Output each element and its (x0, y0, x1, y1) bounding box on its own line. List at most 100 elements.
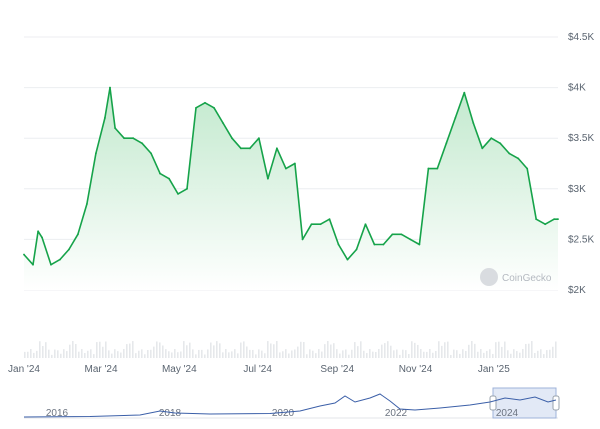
price-point (427, 167, 430, 170)
price-point (141, 142, 143, 145)
volume-bar (327, 341, 329, 358)
price-point (275, 147, 278, 150)
price-point (94, 152, 97, 155)
volume-bar (534, 352, 536, 358)
volume-bar (513, 349, 515, 358)
volume-bar (228, 352, 230, 358)
volume-bar (267, 341, 269, 358)
volume-bar (345, 349, 347, 358)
navigator-tick-label: 2016 (46, 408, 69, 419)
price-point (535, 218, 538, 221)
volume-bar (48, 349, 50, 358)
volume-bar (300, 341, 302, 358)
volume-bar (396, 349, 398, 358)
volume-bar (120, 352, 122, 358)
volume-bar (369, 349, 371, 358)
price-point (346, 258, 349, 261)
volume-bar (216, 341, 218, 358)
volume-bar (78, 351, 80, 358)
volume-bar (333, 343, 335, 358)
price-point (557, 218, 559, 221)
x-axis: Jan '24 Mar '24 May '24 Jul '24 Sep '24 Nov '… (8, 364, 510, 375)
volume-bar (117, 351, 119, 358)
volume-bar (138, 350, 140, 358)
volume-bar (45, 342, 47, 358)
volume-bar (402, 349, 404, 358)
price-point (159, 172, 161, 175)
volume-bar (42, 345, 44, 358)
price-point (328, 218, 331, 221)
price-point (213, 106, 215, 109)
volume-bar (264, 353, 266, 358)
navigator-handle-left[interactable] (489, 395, 497, 411)
volume-bar (504, 341, 506, 358)
volume-bar (51, 354, 53, 358)
volume-bar (27, 351, 29, 358)
volume-bar (324, 344, 326, 358)
price-point (301, 238, 304, 241)
volume-bar (246, 346, 248, 358)
volume-bar (249, 349, 251, 358)
price-point (409, 238, 412, 241)
volume-bar (180, 351, 182, 358)
volume-bar (360, 341, 362, 358)
volume-bar (111, 353, 113, 358)
navigator-selection[interactable] (492, 387, 557, 419)
volume-bar (72, 341, 74, 358)
volume-bar (99, 341, 101, 358)
volume-bar (198, 349, 200, 358)
range-navigator[interactable]: 2016 2018 2020 2022 2024 (23, 387, 560, 419)
volume-bar (549, 349, 551, 358)
price-point (293, 162, 296, 165)
volume-bar (348, 354, 350, 358)
volume-bar (552, 346, 554, 358)
volume-bar (183, 341, 185, 358)
price-point (132, 137, 135, 140)
volume-bar (405, 350, 407, 358)
price-point (240, 147, 242, 150)
volume-bar (546, 350, 548, 358)
navigator-tick-label: 2024 (496, 408, 519, 419)
volume-bar (408, 354, 410, 358)
price-point (508, 152, 511, 155)
volume-bar (531, 341, 533, 358)
volume-bar (456, 350, 458, 358)
price-point (249, 147, 251, 150)
volume-bar (453, 349, 455, 358)
volume-bar (234, 349, 236, 358)
volume-bar (288, 353, 290, 358)
volume-bar (459, 353, 461, 358)
price-point (454, 117, 457, 119)
price-point (37, 230, 40, 233)
price-point (32, 263, 34, 266)
volume-bar (159, 342, 161, 358)
volume-bar (192, 349, 194, 358)
x-tick-label: Sep '24 (320, 364, 354, 375)
volume-bar (204, 354, 206, 358)
price-point (114, 127, 117, 129)
navigator-tick-label: 2020 (272, 408, 295, 419)
price-point (59, 258, 61, 261)
volume-bar (210, 342, 212, 358)
watermark-text: CoinGecko (502, 273, 552, 284)
price-point (436, 167, 439, 170)
price-point (68, 248, 70, 251)
volume-bar (291, 350, 293, 358)
volume-bar (522, 349, 524, 358)
volume-bar (255, 354, 257, 358)
volume-bar (429, 349, 431, 358)
volume-bar (54, 349, 56, 358)
price-point (418, 243, 421, 246)
volume-bar (147, 350, 149, 358)
price-point (544, 223, 547, 226)
price-point (382, 243, 385, 246)
volume-bar (225, 349, 227, 358)
volume-bar (315, 353, 317, 358)
price-point (364, 223, 367, 226)
navigator-handle-right[interactable] (552, 395, 560, 411)
price-point (337, 243, 340, 246)
price-point (310, 223, 313, 226)
price-point (319, 223, 322, 226)
